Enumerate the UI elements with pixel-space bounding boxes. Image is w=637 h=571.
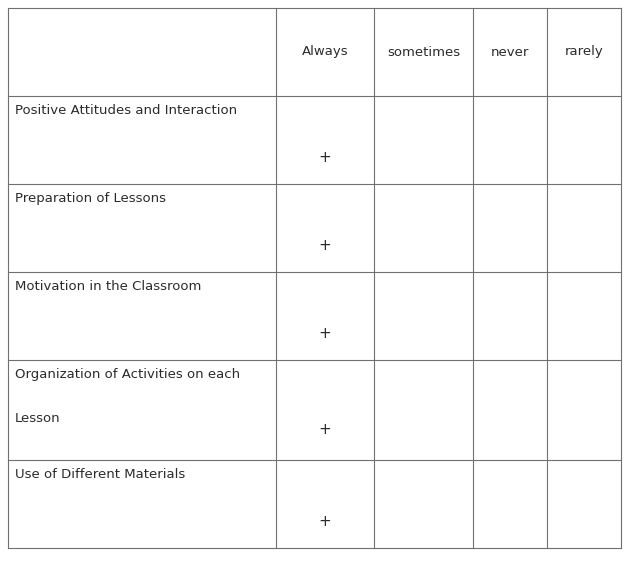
Text: Always: Always [302,46,348,58]
Text: +: + [318,238,331,253]
Text: never: never [491,46,529,58]
Text: +: + [318,150,331,165]
Text: +: + [318,326,331,341]
Text: Motivation in the Classroom: Motivation in the Classroom [15,280,201,293]
Text: sometimes: sometimes [387,46,460,58]
Text: rarely: rarely [564,46,603,58]
Text: +: + [318,514,331,529]
Text: +: + [318,423,331,437]
Text: Preparation of Lessons: Preparation of Lessons [15,192,166,205]
Text: Positive Attitudes and Interaction: Positive Attitudes and Interaction [15,104,237,117]
Text: Lesson: Lesson [15,412,61,425]
Text: Use of Different Materials: Use of Different Materials [15,468,185,481]
Text: Organization of Activities on each: Organization of Activities on each [15,368,240,381]
